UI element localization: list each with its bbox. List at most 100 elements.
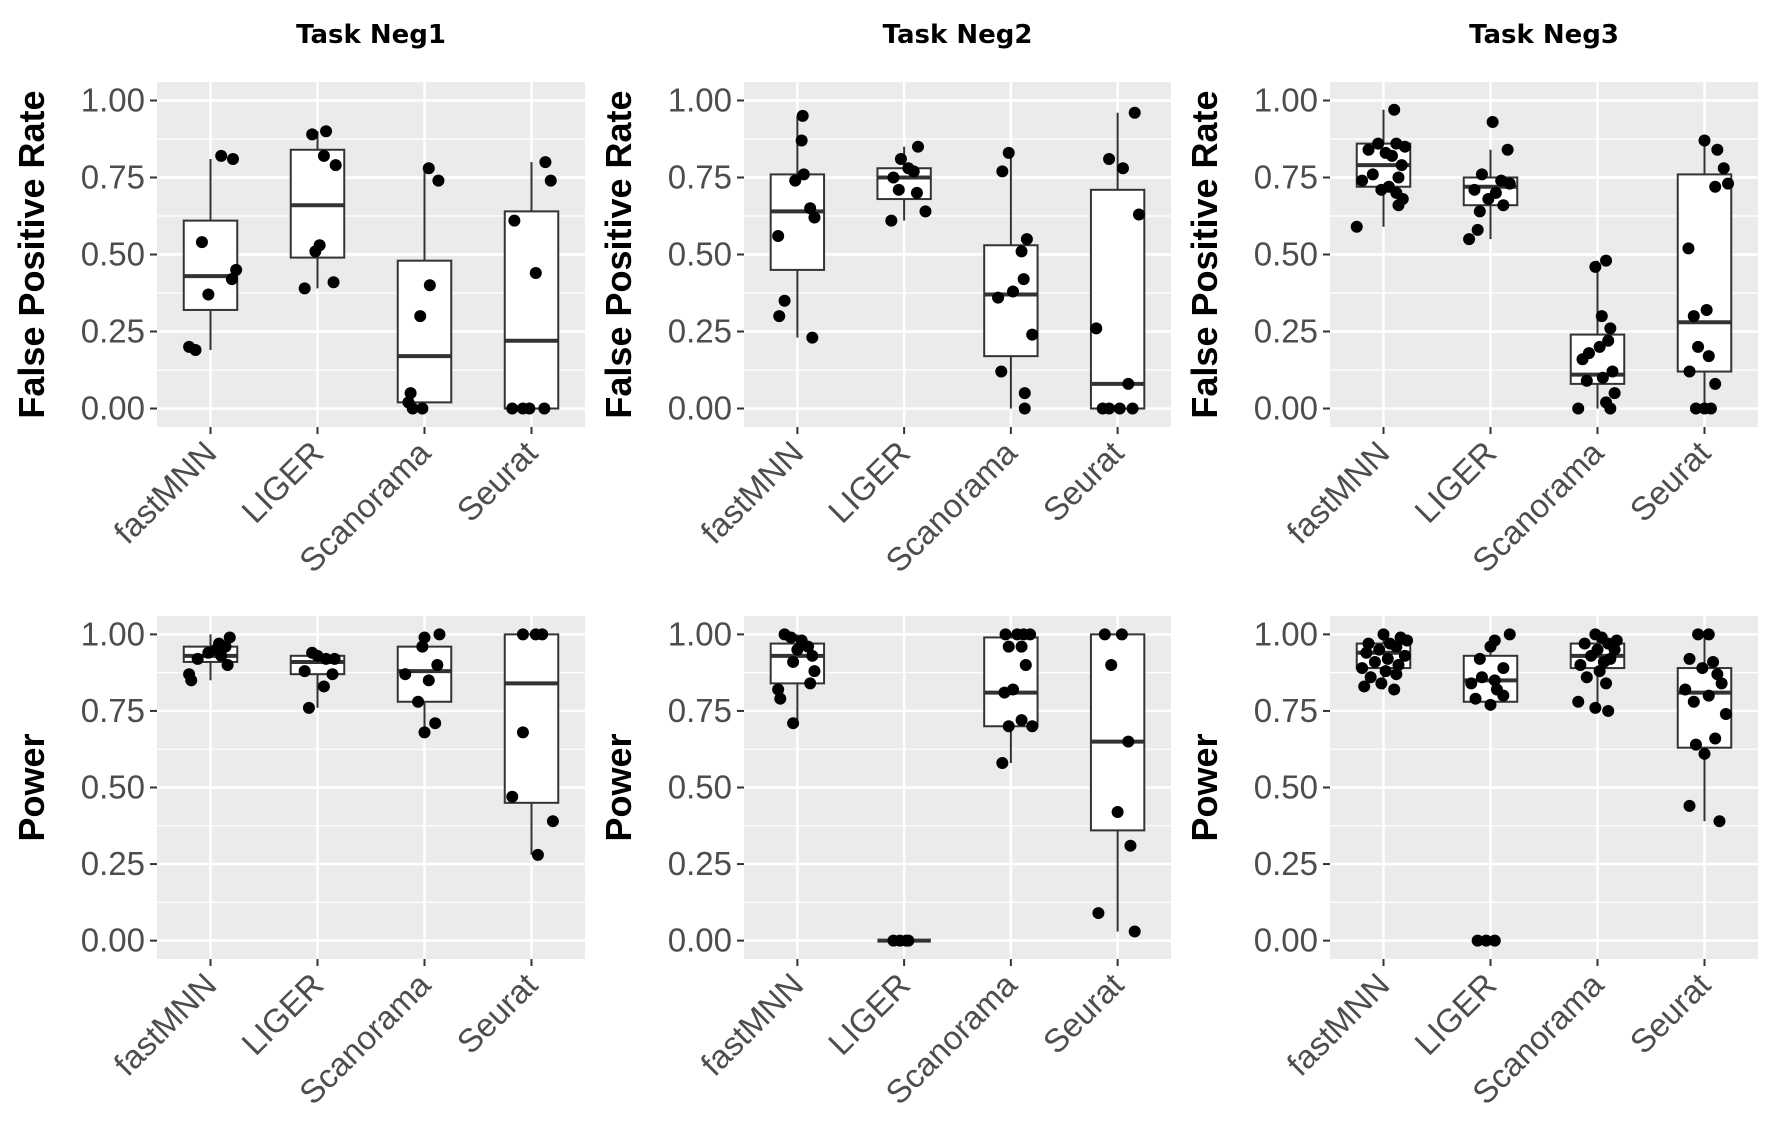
box-iqr: [396, 259, 453, 404]
data-point: [1698, 134, 1711, 147]
data-point: [1469, 692, 1482, 705]
data-point: [795, 134, 808, 147]
data-point: [1683, 652, 1696, 665]
box-scanorama: [983, 634, 1039, 763]
y-tick-label: 0.25: [1254, 845, 1318, 882]
data-point: [529, 266, 542, 279]
data-point: [791, 643, 804, 656]
data-point: [516, 726, 529, 739]
data-point: [1128, 925, 1141, 938]
data-point: [806, 331, 819, 344]
panel-title: Task Neg3: [1469, 20, 1619, 50]
data-point: [1604, 322, 1617, 335]
data-point: [1717, 162, 1730, 175]
data-point: [1368, 655, 1381, 668]
data-point: [1715, 677, 1728, 690]
x-tick-label-fastmnn: fastMNN: [1280, 434, 1397, 551]
box-iqr: [1676, 173, 1733, 373]
y-tick-label: 0.25: [81, 845, 145, 882]
data-point: [1381, 652, 1394, 665]
y-tick-label: 0.50: [1254, 769, 1318, 806]
data-point: [202, 288, 215, 301]
data-point: [1593, 340, 1606, 353]
data-point: [1116, 162, 1129, 175]
y-tick-label: 0.75: [1254, 692, 1318, 729]
data-point: [1589, 260, 1602, 273]
data-point: [1503, 177, 1516, 190]
data-point: [1488, 934, 1501, 947]
x-tick-label-seurat: Seurat: [1623, 966, 1718, 1061]
data-point: [1696, 662, 1709, 675]
data-point: [999, 628, 1012, 641]
y-tick-label: 0.00: [668, 390, 732, 427]
data-point: [1597, 655, 1610, 668]
box-seurat: [503, 162, 560, 410]
data-point: [1398, 649, 1411, 662]
data-point: [1468, 183, 1481, 196]
data-point: [1002, 720, 1015, 733]
data-point: [1362, 637, 1375, 650]
data-point: [787, 655, 800, 668]
data-point: [1486, 116, 1499, 129]
data-point: [1111, 806, 1124, 818]
data-point: [1364, 671, 1377, 684]
box-iqr: [503, 633, 560, 804]
data-point: [902, 934, 915, 947]
data-point: [230, 263, 243, 276]
data-point: [885, 214, 898, 227]
data-point: [1395, 159, 1408, 172]
y-tick-label: 0.25: [81, 313, 145, 350]
data-point: [1103, 153, 1116, 166]
data-point: [1132, 208, 1145, 221]
x-tick-label-liger: LIGER: [821, 434, 917, 530]
data-point: [1608, 643, 1621, 656]
data-point: [1390, 668, 1403, 681]
data-point: [1484, 640, 1497, 653]
data-point: [1392, 659, 1405, 671]
data-point: [189, 343, 202, 356]
data-point: [796, 109, 809, 122]
data-point: [1497, 689, 1510, 702]
x-tick-label-fastmnn: fastMNN: [1280, 966, 1397, 1083]
y-tick-label: 0.00: [81, 922, 145, 959]
y-tick-label: 0.75: [668, 158, 732, 195]
data-point: [1401, 634, 1414, 647]
data-point: [326, 668, 339, 681]
data-point: [907, 165, 920, 178]
x-tick-label-liger: LIGER: [234, 966, 330, 1062]
data-point: [789, 174, 802, 187]
y-tick-label: 1.00: [668, 615, 732, 652]
data-point: [1122, 735, 1135, 748]
y-tick-label: 0.25: [1254, 313, 1318, 350]
x-tick-label-fastmnn: fastMNN: [693, 434, 810, 551]
data-point: [1015, 245, 1028, 258]
y-tick-label: 1.00: [81, 81, 145, 118]
data-point: [327, 276, 340, 289]
data-point: [1002, 146, 1015, 159]
data-point: [1698, 747, 1711, 760]
panel-title: Task Neg1: [296, 20, 446, 50]
x-tick-label-fastmnn: fastMNN: [107, 434, 224, 551]
data-point: [1375, 677, 1388, 690]
y-tick-label: 0.25: [668, 845, 732, 882]
y-tick-label: 1.00: [1254, 615, 1318, 652]
x-tick-label-liger: LIGER: [821, 966, 917, 1062]
x-tick-label-fastmnn: fastMNN: [107, 966, 224, 1083]
data-point: [1704, 402, 1717, 415]
y-tick-label: 1.00: [668, 81, 732, 118]
data-point: [1689, 402, 1702, 415]
data-point: [1379, 665, 1392, 678]
data-point: [1702, 689, 1715, 702]
data-point: [808, 211, 821, 224]
data-point: [418, 631, 431, 644]
data-point: [1578, 637, 1591, 650]
data-point: [778, 294, 791, 307]
x-tick-label-liger: LIGER: [234, 434, 330, 530]
data-point: [1386, 149, 1399, 162]
data-point: [1388, 683, 1401, 696]
data-point: [1689, 738, 1702, 751]
data-point: [1709, 732, 1722, 745]
data-point: [422, 162, 435, 175]
data-point: [1574, 659, 1587, 671]
